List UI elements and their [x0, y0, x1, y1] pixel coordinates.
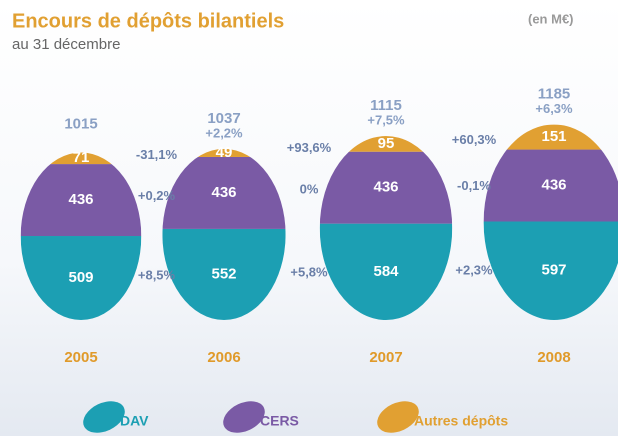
chart-title: Encours de dépôts bilantiels: [12, 10, 284, 32]
total-label: 1015: [64, 115, 97, 132]
segment-label: 95: [378, 135, 395, 152]
chart-subtitle: au 31 décembre: [12, 36, 120, 53]
segment-label: 436: [541, 176, 566, 193]
egg: [162, 148, 286, 320]
total-label: 1115: [370, 97, 402, 114]
legend-label: Autres dépôts: [414, 413, 508, 429]
growth-label: +93,6%: [287, 140, 332, 155]
growth-label: +8,5%: [138, 268, 176, 283]
segment-label: 597: [541, 262, 566, 279]
x-tick-label: 2006: [207, 349, 240, 366]
segment-label: 436: [68, 191, 93, 208]
total-growth-label: +7,5%: [367, 112, 405, 127]
legend-label: DAV: [120, 413, 149, 429]
segment-label: 151: [541, 128, 566, 145]
segment-label: 71: [73, 149, 90, 166]
legend-swatch: [223, 401, 265, 433]
x-tick-label: 2007: [369, 349, 402, 366]
segment-label: 436: [211, 184, 236, 201]
growth-label: 0%: [300, 182, 319, 197]
total-growth-label: +2,2%: [205, 125, 243, 140]
growth-label: +5,8%: [290, 265, 328, 280]
segment-label: 552: [211, 265, 236, 282]
growth-label: +0,2%: [138, 188, 176, 203]
x-tick-label: 2005: [64, 349, 97, 366]
egg-segment: [20, 164, 142, 237]
segment-label: 49: [216, 144, 233, 161]
unit-label: (en M€): [528, 11, 574, 26]
egg: [483, 124, 618, 320]
total-growth-label: +6,3%: [535, 101, 573, 116]
egg-segment: [20, 152, 142, 165]
growth-label: +2,3%: [455, 263, 493, 278]
x-tick-label: 2008: [537, 349, 570, 366]
total-label: 1037: [207, 110, 240, 127]
segment-label: 509: [68, 269, 93, 286]
egg-segment: [319, 151, 453, 224]
segment-label: 584: [373, 263, 399, 280]
egg: [20, 152, 142, 320]
egg-segment: [162, 148, 286, 157]
egg: [319, 136, 453, 320]
legend-label: CERS: [260, 413, 299, 429]
growth-label: -31,1%: [136, 147, 178, 162]
legend-swatch: [83, 401, 125, 433]
total-label: 1185: [538, 85, 571, 102]
legend-swatch: [377, 401, 419, 433]
egg-segment: [483, 149, 618, 222]
growth-label: -0,1%: [457, 178, 491, 193]
growth-label: +60,3%: [452, 132, 497, 147]
segment-label: 436: [373, 179, 398, 196]
